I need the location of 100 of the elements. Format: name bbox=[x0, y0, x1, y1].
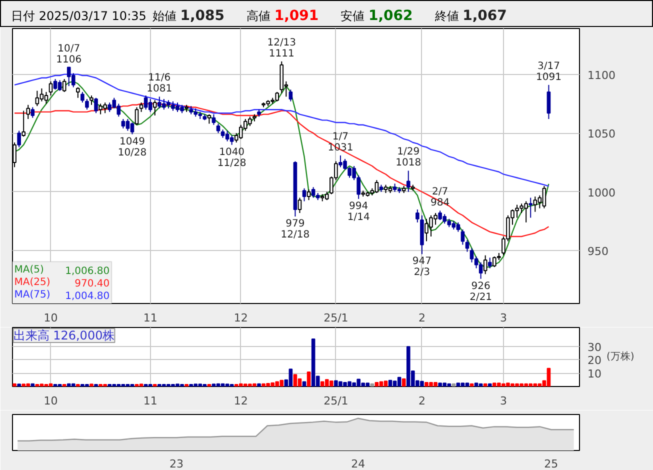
bar bbox=[470, 383, 474, 386]
candlestick bbox=[465, 240, 470, 252]
candlestick bbox=[40, 88, 44, 102]
x-tick-label: 23 bbox=[170, 458, 184, 470]
candlestick bbox=[90, 94, 94, 106]
bar bbox=[94, 384, 98, 386]
bar bbox=[134, 384, 139, 386]
text: MA(25) 970.40 bbox=[14, 277, 110, 290]
candlestick bbox=[26, 104, 30, 120]
bar bbox=[144, 384, 148, 386]
bar bbox=[184, 384, 188, 386]
candlestick bbox=[542, 185, 546, 209]
candlestick bbox=[22, 110, 26, 138]
bar bbox=[30, 383, 35, 386]
candlestick bbox=[546, 84, 551, 120]
bar bbox=[392, 380, 397, 386]
candlestick bbox=[53, 78, 58, 90]
candlestick bbox=[44, 91, 48, 104]
candlestick bbox=[121, 118, 126, 129]
text: MA(75) 1,004.80 bbox=[14, 290, 110, 302]
candlestick bbox=[144, 94, 148, 110]
candlestick bbox=[148, 98, 152, 112]
bar bbox=[293, 374, 298, 386]
candlestick bbox=[533, 196, 538, 212]
bar bbox=[230, 384, 234, 386]
candlestick bbox=[470, 248, 474, 263]
bar bbox=[298, 378, 302, 386]
bar bbox=[474, 382, 478, 386]
candlestick bbox=[126, 118, 130, 132]
x-tick-label: 3 bbox=[500, 312, 507, 324]
annotation: 1049 10/28 bbox=[118, 136, 147, 158]
candlestick bbox=[478, 262, 483, 280]
candlestick bbox=[298, 197, 302, 214]
text: 高値 1,091 bbox=[246, 8, 319, 24]
annotation: 994 1/14 bbox=[347, 200, 370, 223]
text: MA(5) 1,006.80 bbox=[14, 264, 110, 277]
x-tick-label: 2 bbox=[418, 312, 426, 324]
candlestick bbox=[108, 102, 112, 112]
annotation: 1/29 1018 bbox=[396, 146, 422, 169]
bar bbox=[402, 378, 406, 386]
bar bbox=[40, 384, 44, 386]
candlestick bbox=[225, 130, 230, 142]
x-tick-label: 12 bbox=[234, 312, 248, 324]
y-tick-label: 1000 bbox=[588, 186, 616, 200]
candlestick bbox=[17, 130, 21, 148]
candlestick bbox=[483, 254, 488, 275]
candlestick bbox=[207, 114, 212, 124]
bar bbox=[12, 383, 16, 386]
bar bbox=[257, 383, 261, 386]
candlestick bbox=[406, 170, 410, 192]
bar bbox=[44, 384, 48, 386]
candlestick bbox=[30, 106, 35, 118]
candlestick bbox=[288, 89, 293, 102]
x-tick-label: 25/1 bbox=[324, 312, 348, 324]
bar bbox=[456, 382, 460, 386]
y-tick-label: 30 bbox=[588, 340, 602, 354]
candlestick bbox=[139, 102, 144, 112]
x-tick-label: 2 bbox=[418, 394, 426, 408]
bar bbox=[452, 383, 456, 386]
bar bbox=[379, 381, 384, 386]
annotation: 926 2/21 bbox=[470, 280, 492, 303]
bar bbox=[388, 380, 392, 386]
annotation: 979 12/18 bbox=[280, 218, 310, 241]
candlestick bbox=[134, 106, 139, 126]
candlestick bbox=[528, 197, 533, 218]
bar bbox=[288, 368, 293, 386]
candlestick bbox=[488, 257, 492, 269]
candlestick bbox=[212, 114, 216, 126]
y-axis-title: (万株) bbox=[606, 350, 634, 362]
bar bbox=[90, 384, 94, 386]
bar bbox=[121, 384, 126, 386]
bar bbox=[53, 384, 58, 386]
bar bbox=[108, 384, 112, 386]
candlestick bbox=[80, 91, 84, 104]
bar bbox=[478, 383, 483, 386]
x-tick-label: 11 bbox=[143, 312, 158, 324]
x-tick-label: 11 bbox=[143, 394, 158, 408]
y-tick-label: 10 bbox=[588, 368, 602, 381]
y-tick-label: 1050 bbox=[588, 128, 616, 141]
x-tick-label: 25/1 bbox=[324, 394, 348, 408]
bar bbox=[370, 383, 374, 386]
bar bbox=[35, 384, 40, 386]
bar bbox=[488, 383, 492, 386]
x-tick-label: 10 bbox=[44, 394, 58, 408]
candlestick bbox=[460, 228, 465, 246]
candlestick bbox=[152, 100, 157, 116]
x-tick-label: 3 bbox=[500, 394, 507, 408]
candlestick bbox=[374, 180, 379, 194]
bar bbox=[460, 382, 465, 386]
text: 始値 1,085 bbox=[152, 8, 224, 24]
candlestick bbox=[416, 208, 420, 223]
candlestick bbox=[35, 90, 40, 107]
candlestick bbox=[85, 98, 89, 110]
bar bbox=[58, 384, 62, 386]
bar bbox=[152, 384, 157, 386]
annotation: 12/13 1111 bbox=[267, 37, 296, 60]
bar bbox=[397, 376, 402, 386]
bar bbox=[139, 384, 144, 386]
text: 日付 2025/03/17 10:35 bbox=[11, 9, 146, 23]
bar bbox=[384, 380, 388, 386]
